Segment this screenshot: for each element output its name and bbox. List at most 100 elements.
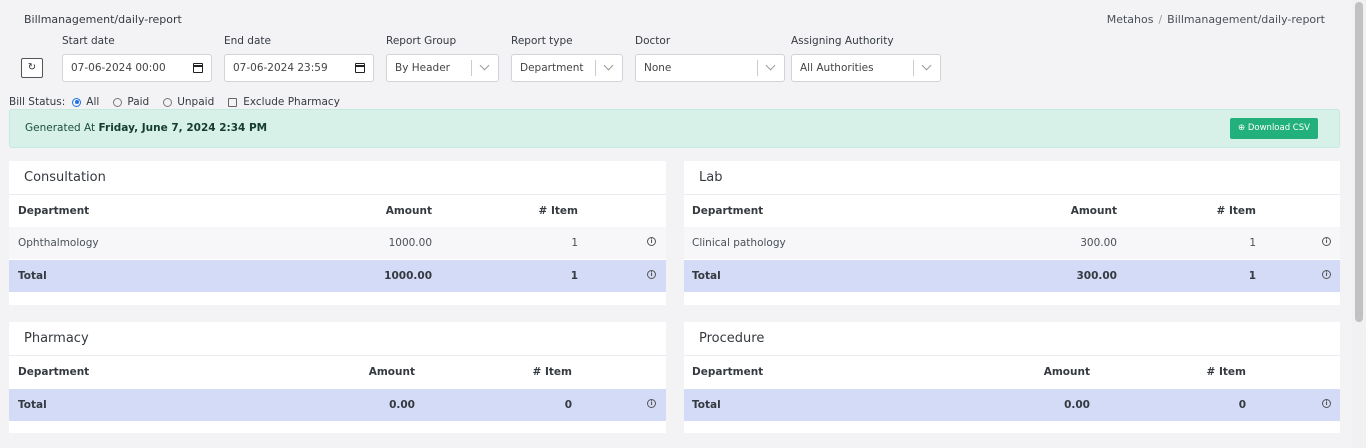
table-header-row: Department Amount # Item bbox=[9, 356, 666, 388]
column-header-amount: Amount bbox=[385, 205, 432, 217]
chevron-down-icon bbox=[921, 60, 932, 71]
column-header-department: Department bbox=[692, 366, 764, 378]
column-header-items: # Item bbox=[538, 205, 578, 217]
column-header-amount: Amount bbox=[368, 366, 415, 378]
info-icon[interactable]: i bbox=[647, 270, 656, 279]
generated-at-prefix: Generated At bbox=[25, 122, 96, 134]
end-date-label: End date bbox=[224, 35, 271, 47]
report-group-value: By Header bbox=[395, 62, 450, 74]
table-header-row: Department Amount # Item bbox=[684, 195, 1340, 227]
exclude-pharmacy-checkbox[interactable] bbox=[228, 97, 238, 107]
radio-unpaid[interactable] bbox=[163, 97, 173, 107]
doctor-value: None bbox=[644, 62, 672, 74]
download-csv-label: Download CSV bbox=[1247, 123, 1310, 133]
total-items: 0 bbox=[1238, 399, 1246, 411]
info-icon[interactable]: i bbox=[647, 399, 656, 408]
total-items: 0 bbox=[564, 399, 572, 411]
cell-amount: 1000.00 bbox=[388, 237, 432, 249]
table-header-row: Department Amount # Item bbox=[9, 195, 666, 227]
total-amount: 0.00 bbox=[389, 399, 415, 411]
info-icon[interactable]: i bbox=[1322, 399, 1331, 408]
select-divider bbox=[471, 60, 472, 76]
consultation-card: Consultation Department Amount # Item Op… bbox=[9, 161, 666, 305]
cell-items: 1 bbox=[1249, 237, 1256, 249]
column-header-amount: Amount bbox=[1043, 366, 1090, 378]
cell-department: Clinical pathology bbox=[692, 237, 786, 249]
lab-card: Lab Department Amount # Item Clinical pa… bbox=[684, 161, 1340, 305]
chevron-down-icon bbox=[479, 60, 490, 71]
pharmacy-card: Pharmacy Department Amount # Item Total … bbox=[9, 322, 666, 433]
generated-at-timestamp: Friday, June 7, 2024 2:34 PM bbox=[98, 122, 268, 134]
report-type-value: Department bbox=[520, 62, 584, 74]
card-title: Consultation bbox=[24, 170, 106, 185]
scrollbar-thumb[interactable] bbox=[1355, 2, 1363, 322]
start-date-input[interactable]: 07-06-2024 00:00 bbox=[62, 54, 212, 82]
assigning-authority-select[interactable]: All Authorities bbox=[791, 54, 941, 82]
calendar-icon[interactable] bbox=[355, 63, 365, 73]
procedure-card: Procedure Department Amount # Item Total… bbox=[684, 322, 1340, 433]
column-header-items: # Item bbox=[1206, 366, 1246, 378]
doctor-label: Doctor bbox=[635, 35, 671, 47]
refresh-icon: ↻ bbox=[27, 62, 37, 73]
table-row: Ophthalmology 1000.00 1 i bbox=[9, 227, 666, 259]
chevron-down-icon bbox=[765, 60, 776, 71]
cell-items: 1 bbox=[571, 237, 578, 249]
radio-paid-label[interactable]: Paid bbox=[127, 96, 150, 108]
select-divider bbox=[913, 60, 914, 76]
doctor-select[interactable]: None bbox=[635, 54, 785, 82]
cell-department: Ophthalmology bbox=[18, 237, 99, 249]
assigning-authority-value: All Authorities bbox=[800, 62, 874, 74]
column-header-amount: Amount bbox=[1070, 205, 1117, 217]
radio-all-label[interactable]: All bbox=[86, 96, 100, 108]
chevron-down-icon bbox=[603, 60, 614, 71]
column-header-items: # Item bbox=[1216, 205, 1256, 217]
card-title: Procedure bbox=[699, 331, 765, 346]
column-header-department: Department bbox=[18, 366, 90, 378]
breadcrumb-home[interactable]: Metahos bbox=[1106, 13, 1154, 26]
column-header-department: Department bbox=[692, 205, 764, 217]
bill-status-filter: Bill Status: All Paid Unpaid Exclude Pha… bbox=[9, 95, 340, 109]
breadcrumb: Metahos / Billmanagement/daily-report bbox=[1107, 13, 1325, 26]
refresh-button[interactable]: ↻ bbox=[21, 58, 43, 78]
radio-all[interactable] bbox=[72, 97, 82, 107]
total-amount: 0.00 bbox=[1064, 399, 1090, 411]
top-bar: Billmanagement/daily-report Metahos / Bill… bbox=[0, 0, 1352, 34]
total-label: Total bbox=[18, 399, 47, 411]
report-type-select[interactable]: Department bbox=[511, 54, 623, 82]
select-divider bbox=[757, 60, 758, 76]
table-total-row: Total 0.00 0 i bbox=[9, 389, 666, 421]
breadcrumb-separator: / bbox=[1158, 13, 1163, 26]
vertical-scrollbar[interactable] bbox=[1352, 0, 1366, 448]
total-items: 1 bbox=[1248, 270, 1256, 282]
start-date-value: 07-06-2024 00:00 bbox=[71, 62, 166, 74]
radio-unpaid-label[interactable]: Unpaid bbox=[177, 96, 215, 108]
total-label: Total bbox=[18, 270, 47, 282]
info-icon[interactable]: i bbox=[1322, 270, 1331, 279]
table-total-row: Total 1000.00 1 i bbox=[9, 260, 666, 292]
calendar-icon[interactable] bbox=[193, 63, 203, 73]
table-total-row: Total 0.00 0 i bbox=[684, 389, 1340, 421]
exclude-pharmacy-label[interactable]: Exclude Pharmacy bbox=[243, 96, 340, 108]
end-date-input[interactable]: 07-06-2024 23:59 bbox=[224, 54, 374, 82]
total-label: Total bbox=[692, 270, 721, 282]
report-group-label: Report Group bbox=[386, 35, 457, 47]
total-amount: 300.00 bbox=[1076, 270, 1117, 282]
report-type-label: Report type bbox=[511, 35, 573, 47]
table-total-row: Total 300.00 1 i bbox=[684, 260, 1340, 292]
info-icon[interactable]: i bbox=[1322, 237, 1331, 246]
divider bbox=[9, 194, 666, 195]
card-title: Lab bbox=[699, 170, 723, 185]
card-title: Pharmacy bbox=[24, 331, 89, 346]
report-group-select[interactable]: By Header bbox=[386, 54, 499, 82]
radio-paid[interactable] bbox=[113, 97, 123, 107]
column-header-items: # Item bbox=[532, 366, 572, 378]
download-csv-button[interactable]: ⊕ Download CSV bbox=[1230, 118, 1318, 139]
info-icon[interactable]: i bbox=[647, 237, 656, 246]
cell-amount: 300.00 bbox=[1080, 237, 1117, 249]
total-amount: 1000.00 bbox=[384, 270, 432, 282]
divider bbox=[9, 355, 666, 356]
page-title: Billmanagement/daily-report bbox=[24, 13, 182, 26]
bill-status-label: Bill Status: bbox=[9, 96, 66, 108]
download-icon: ⊕ bbox=[1238, 123, 1246, 133]
generated-at-text: Generated At Friday, June 7, 2024 2:34 P… bbox=[25, 122, 267, 134]
